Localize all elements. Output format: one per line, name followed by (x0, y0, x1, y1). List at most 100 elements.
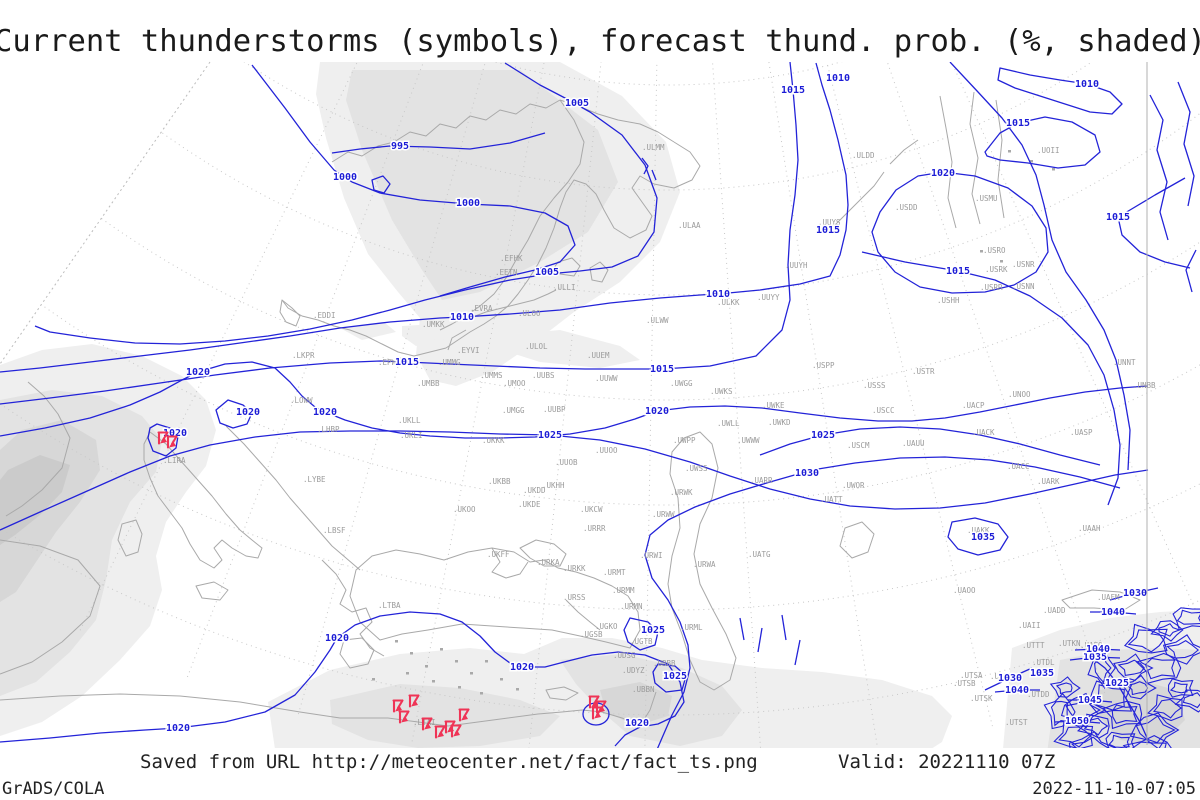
island-speck (432, 680, 435, 683)
isobar-contour (623, 617, 659, 651)
footer-generator: GrADS/COLA (2, 779, 105, 799)
coastline (279, 299, 301, 327)
station-label: .UUEM (587, 351, 610, 360)
probability-shading (498, 330, 640, 368)
station-label: .USTR (912, 367, 935, 376)
thunderstorm-symbol (408, 694, 420, 708)
terrain-contour-scribble (1088, 680, 1133, 715)
terrain-contour-scribble (1094, 651, 1112, 684)
isobar-contour (1074, 648, 1121, 651)
thunderstorm-symbol (591, 706, 603, 720)
station-label: .USMU (975, 194, 998, 203)
station-label: .UMMS (480, 371, 503, 380)
isobar-contour (641, 157, 649, 175)
probability-shading (330, 684, 560, 748)
isobar-label: 1025 (811, 430, 835, 441)
graticule-line (911, 62, 1200, 654)
terrain-contour-scribble (1126, 681, 1149, 696)
coastline (491, 547, 529, 579)
station-label: .UKDD (523, 486, 546, 495)
isobar-label: 1015 (816, 225, 840, 236)
coastline (667, 431, 737, 691)
isobar-contour (739, 617, 745, 641)
station-label: .URMM (612, 586, 635, 595)
station-label: .UASP (1070, 428, 1093, 437)
isobar-contour (781, 614, 787, 641)
station-label: .LIRA (163, 456, 186, 465)
thunderstorm-symbol (398, 710, 410, 724)
terrain-contour-scribble (1105, 731, 1136, 748)
isobar-contour (1185, 249, 1197, 293)
terrain-contour-scribble (1076, 713, 1110, 739)
station-label: .UKLL (398, 416, 421, 425)
station-label: .UKLI (400, 431, 423, 440)
isobar-contour (997, 67, 1123, 115)
isobar-label: 1035 (1083, 652, 1107, 663)
island-speck (440, 648, 443, 651)
isobar-label: 1005 (535, 267, 559, 278)
station-label: .URKK (563, 564, 586, 573)
isobar-label: 1020 (931, 168, 955, 179)
isobar-label: 1020 (625, 718, 649, 729)
island-speck (1052, 168, 1055, 171)
coastline (545, 686, 579, 701)
map-content: .ULMM .ULDD .UOII .USDD .USMU .ULAA .UUYS .UUYH… (0, 62, 1200, 748)
isobar-label: 1030 (795, 468, 819, 479)
station-label: .UUOO (595, 446, 618, 455)
thunderstorm-symbol (458, 708, 470, 722)
coastline (519, 539, 567, 567)
island-speck (1030, 160, 1033, 163)
isobar-contour (984, 667, 1033, 691)
station-label: .UTDD (1027, 690, 1050, 699)
station-label: .LBSF (323, 526, 346, 535)
isobar-contour (759, 426, 1101, 466)
graticule-line (526, 62, 606, 748)
map-boundary (0, 61, 211, 365)
isobar-label: 1020 (186, 367, 210, 378)
graticule-line (77, 62, 406, 635)
coastline (339, 637, 375, 669)
station-label: .URSS (563, 593, 586, 602)
thunderstorm-symbol (444, 720, 456, 734)
island-speck (470, 672, 473, 675)
coastline (553, 257, 581, 277)
coastline (469, 289, 557, 319)
station-label: .UTST (1005, 718, 1028, 727)
station-label: .URMN (620, 602, 643, 611)
isobar-label: 1015 (650, 364, 674, 375)
station-label: .UNBB (1133, 381, 1156, 390)
station-label: .URKA (537, 558, 560, 567)
station-label: .UTSK (970, 694, 993, 703)
coastline (889, 139, 919, 165)
station-label: .LOWW (290, 396, 313, 405)
isobar-contour (984, 116, 1101, 169)
station-label: .UMGG (502, 406, 525, 415)
station-label: .USHH (937, 296, 960, 305)
station-label: .UWWW (737, 436, 760, 445)
isobar-contour (371, 175, 391, 194)
station-label: .EPWA (378, 358, 401, 367)
isobar-contour (947, 517, 1009, 556)
island-speck (410, 652, 413, 655)
terrain-contour-scribble (1122, 734, 1175, 748)
coastline (281, 299, 447, 357)
footer-valid-time: Valid: 20221110 07Z (838, 751, 1056, 773)
station-label: .UWLL (717, 419, 740, 428)
station-label: .UKOO (453, 505, 476, 514)
station-label: .UGSB (580, 630, 603, 639)
island-speck (395, 640, 398, 643)
station-label: .URML (680, 623, 703, 632)
isobar-label: 1015 (395, 357, 419, 368)
island-speck (1000, 260, 1003, 263)
station-label: .UATT (820, 495, 843, 504)
station-label: .USPP (812, 361, 835, 370)
isobar-contour (949, 62, 1131, 471)
thunderstorm-symbol (392, 699, 404, 713)
graticule-line (862, 62, 1107, 697)
terrain-contour-scribble (1102, 700, 1143, 730)
coastline (331, 99, 675, 163)
station-label: .USNR (1012, 260, 1035, 269)
isobar-label: 1000 (333, 172, 357, 183)
island-speck (980, 250, 983, 253)
